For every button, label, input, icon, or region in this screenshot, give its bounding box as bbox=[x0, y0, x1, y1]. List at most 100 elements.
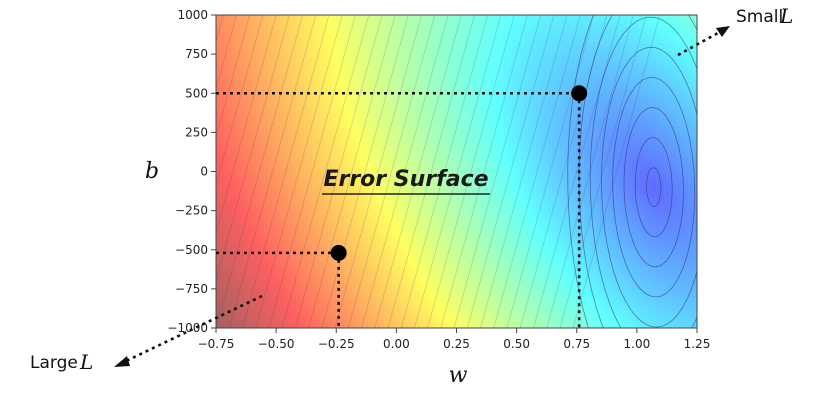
heatmap-cell bbox=[228, 147, 233, 152]
heatmap-cell bbox=[624, 127, 629, 132]
heatmap-cell bbox=[572, 167, 577, 172]
heatmap-cell bbox=[664, 59, 669, 64]
heatmap-cell bbox=[616, 55, 621, 60]
heatmap-cell bbox=[308, 23, 313, 28]
heatmap-cell bbox=[468, 75, 473, 80]
heatmap-cell bbox=[456, 99, 461, 104]
heatmap-cell bbox=[596, 91, 601, 96]
heatmap-cell bbox=[684, 87, 689, 92]
heatmap-cell bbox=[544, 87, 549, 92]
heatmap-cell bbox=[316, 31, 321, 36]
heatmap-cell bbox=[520, 151, 525, 156]
heatmap-cell bbox=[292, 15, 297, 20]
heatmap-cell bbox=[568, 175, 573, 180]
heatmap-cell bbox=[432, 139, 437, 144]
heatmap-cell bbox=[364, 175, 369, 180]
heatmap-cell bbox=[488, 87, 493, 92]
heatmap-cell bbox=[560, 103, 565, 108]
heatmap-cell bbox=[684, 15, 689, 20]
heatmap-cell bbox=[496, 127, 501, 132]
heatmap-cell bbox=[400, 115, 405, 120]
heatmap-cell bbox=[388, 27, 393, 32]
heatmap-cell bbox=[272, 119, 277, 124]
heatmap-cell bbox=[652, 43, 657, 48]
heatmap-cell bbox=[420, 155, 425, 160]
heatmap-cell bbox=[256, 87, 261, 92]
heatmap-cell bbox=[300, 35, 305, 40]
heatmap-cell bbox=[544, 159, 549, 164]
heatmap-cell bbox=[492, 119, 497, 124]
heatmap-cell bbox=[616, 131, 621, 136]
heatmap-cell bbox=[248, 159, 253, 164]
heatmap-cell bbox=[372, 147, 377, 152]
heatmap-cell bbox=[364, 35, 369, 40]
heatmap-cell bbox=[600, 31, 605, 36]
heatmap-cell bbox=[468, 135, 473, 140]
heatmap-cell bbox=[628, 119, 633, 124]
heatmap-cell bbox=[256, 51, 261, 56]
heatmap-cell bbox=[584, 23, 589, 28]
heatmap-cell bbox=[632, 151, 637, 156]
heatmap-cell bbox=[664, 167, 669, 172]
heatmap-cell bbox=[508, 15, 513, 20]
heatmap-cell bbox=[480, 139, 485, 144]
heatmap-cell bbox=[620, 147, 625, 152]
heatmap-cell bbox=[528, 79, 533, 84]
heatmap-cell bbox=[672, 115, 677, 120]
heatmap-cell bbox=[432, 75, 437, 80]
heatmap-cell bbox=[612, 175, 617, 180]
heatmap-cell bbox=[304, 71, 309, 76]
heatmap-cell bbox=[352, 87, 357, 92]
heatmap-cell bbox=[264, 43, 269, 48]
heatmap-cell bbox=[272, 67, 277, 72]
heatmap-cell bbox=[324, 167, 329, 172]
heatmap-cell bbox=[220, 139, 225, 144]
heatmap-cell bbox=[468, 47, 473, 52]
heatmap-cell bbox=[412, 99, 417, 104]
heatmap-cell bbox=[536, 159, 541, 164]
heatmap-cell bbox=[256, 115, 261, 120]
heatmap-cell bbox=[596, 31, 601, 36]
heatmap-cell bbox=[224, 95, 229, 100]
heatmap-cell bbox=[244, 147, 249, 152]
heatmap-cell bbox=[680, 91, 685, 96]
heatmap-cell bbox=[464, 87, 469, 92]
heatmap-cell bbox=[528, 63, 533, 68]
heatmap-cell bbox=[580, 51, 585, 56]
heatmap-cell bbox=[376, 35, 381, 40]
heatmap-cell bbox=[272, 135, 277, 140]
heatmap-cell bbox=[548, 99, 553, 104]
heatmap-cell bbox=[492, 43, 497, 48]
heatmap-cell bbox=[680, 63, 685, 68]
heatmap-cell bbox=[660, 155, 665, 160]
heatmap-cell bbox=[420, 95, 425, 100]
heatmap-cell bbox=[600, 127, 605, 132]
heatmap-cell bbox=[584, 151, 589, 156]
heatmap-cell bbox=[588, 143, 593, 148]
heatmap-cell bbox=[412, 63, 417, 68]
heatmap-cell bbox=[260, 19, 265, 24]
heatmap-cell bbox=[564, 87, 569, 92]
heatmap-cell bbox=[352, 75, 357, 80]
heatmap-cell bbox=[348, 139, 353, 144]
heatmap-cell bbox=[624, 171, 629, 176]
heatmap-cell bbox=[504, 143, 509, 148]
heatmap-cell bbox=[220, 147, 225, 152]
heatmap-cell bbox=[556, 139, 561, 144]
heatmap-cell bbox=[456, 59, 461, 64]
heatmap-cell bbox=[276, 95, 281, 100]
heatmap-cell bbox=[608, 59, 613, 64]
heatmap-cell bbox=[368, 143, 373, 148]
heatmap-cell bbox=[244, 87, 249, 92]
heatmap-cell bbox=[412, 71, 417, 76]
heatmap-cell bbox=[476, 91, 481, 96]
heatmap-cell bbox=[304, 79, 309, 84]
heatmap-cell bbox=[384, 143, 389, 148]
heatmap-cell bbox=[300, 139, 305, 144]
heatmap-cell bbox=[628, 83, 633, 88]
heatmap-cell bbox=[360, 119, 365, 124]
heatmap-cell bbox=[440, 175, 445, 180]
heatmap-cell bbox=[392, 35, 397, 40]
heatmap-cell bbox=[396, 83, 401, 88]
heatmap-cell bbox=[532, 19, 537, 24]
